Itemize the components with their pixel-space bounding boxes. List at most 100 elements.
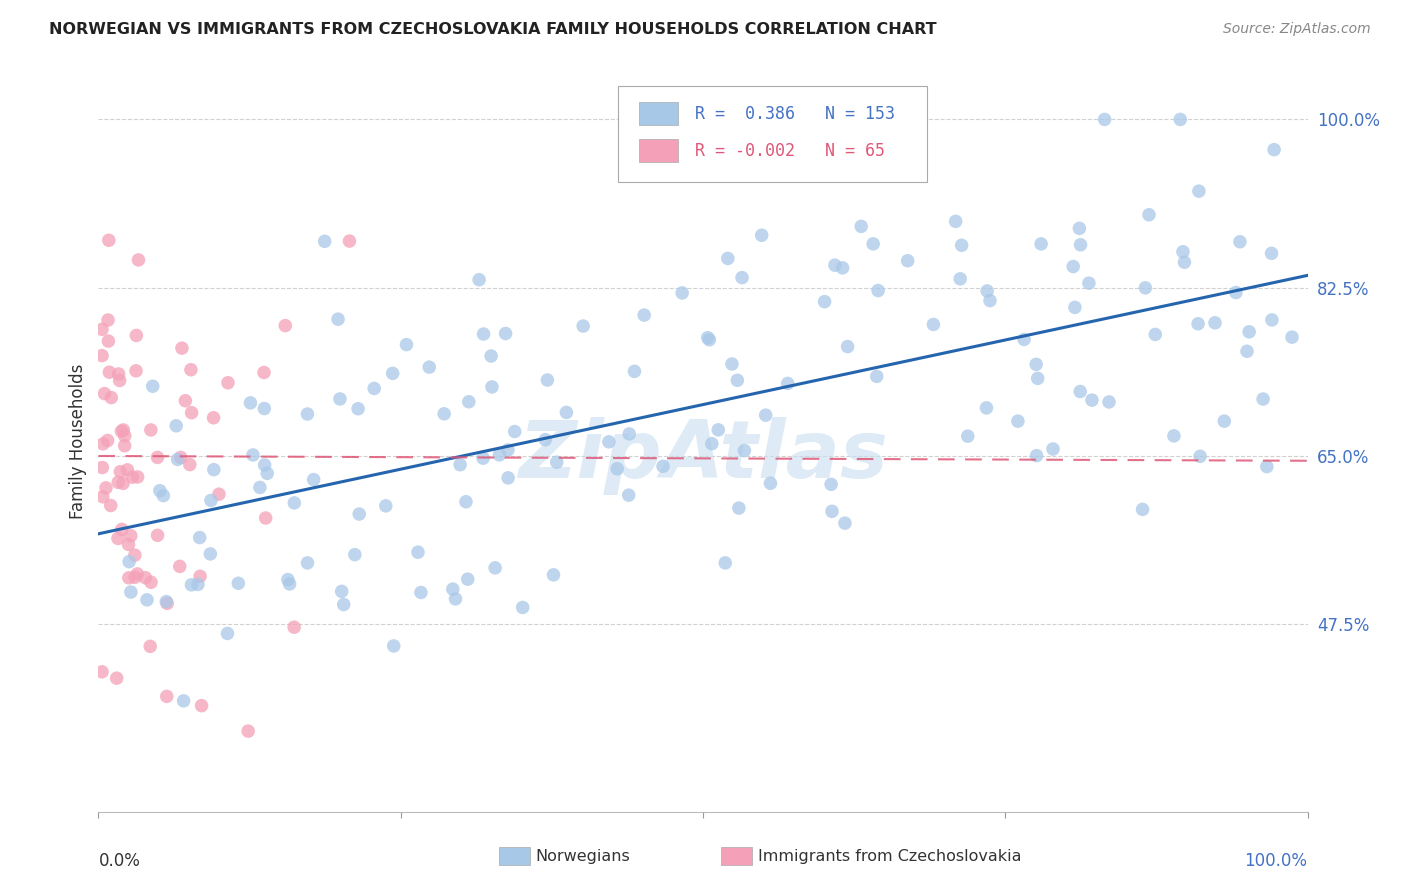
Point [155, 594, 177, 608]
Point [139, 640, 162, 654]
Point [945, 214, 967, 228]
Point [110, 465, 132, 479]
Point [180, 363, 202, 377]
Point [496, 442, 519, 457]
Point [118, 571, 141, 585]
Text: R =  0.386   N = 153: R = 0.386 N = 153 [695, 104, 894, 122]
Point [169, 559, 191, 574]
Point [242, 448, 264, 462]
Point [249, 480, 271, 494]
Point [696, 331, 718, 345]
Point [97, 313, 120, 327]
Text: Source: ZipAtlas.com: Source: ZipAtlas.com [1223, 22, 1371, 37]
Point [1213, 414, 1236, 428]
Point [124, 570, 146, 584]
Point [1163, 429, 1185, 443]
Point [170, 450, 193, 465]
FancyBboxPatch shape [619, 87, 927, 183]
Point [332, 598, 354, 612]
Point [277, 573, 299, 587]
Point [479, 349, 502, 363]
Point [217, 376, 239, 390]
Point [395, 337, 418, 351]
Point [728, 501, 751, 516]
Point [1029, 236, 1052, 251]
Point [496, 471, 519, 485]
Point [837, 340, 859, 354]
Point [572, 319, 595, 334]
Point [208, 487, 231, 501]
Point [1237, 325, 1260, 339]
Point [91, 437, 114, 451]
Point [834, 516, 856, 530]
Bar [638, 139, 678, 162]
Point [94, 481, 117, 495]
Point [1168, 112, 1191, 127]
Point [125, 364, 148, 378]
Point [759, 476, 782, 491]
Point [179, 458, 201, 472]
Point [112, 476, 135, 491]
Point [543, 567, 565, 582]
Point [468, 273, 491, 287]
Point [239, 396, 262, 410]
Point [700, 436, 723, 450]
Point [1263, 143, 1285, 157]
Point [200, 547, 222, 561]
Point [165, 418, 187, 433]
Point [922, 318, 945, 332]
Point [253, 366, 276, 380]
Point [91, 349, 114, 363]
Point [699, 333, 721, 347]
Point [120, 585, 142, 599]
Point [146, 528, 169, 542]
Point [117, 537, 139, 551]
Point [105, 671, 128, 685]
Point [1077, 276, 1099, 290]
Point [707, 423, 730, 437]
Point [302, 473, 325, 487]
Point [1187, 317, 1209, 331]
Text: NORWEGIAN VS IMMIGRANTS FROM CZECHOSLOVAKIA FAMILY HOUSEHOLDS CORRELATION CHART: NORWEGIAN VS IMMIGRANTS FROM CZECHOSLOVA… [49, 22, 936, 37]
Point [1025, 449, 1047, 463]
Point [100, 499, 122, 513]
Point [97, 233, 120, 247]
Point [454, 495, 477, 509]
Point [190, 698, 212, 713]
Point [149, 483, 172, 498]
Point [725, 373, 748, 387]
Point [512, 600, 534, 615]
Point [813, 294, 835, 309]
Point [721, 357, 744, 371]
Point [449, 458, 471, 472]
Point [949, 272, 972, 286]
Point [1144, 327, 1167, 342]
Point [127, 470, 149, 484]
Point [1236, 344, 1258, 359]
Point [555, 405, 578, 419]
Point [484, 561, 506, 575]
Point [457, 394, 479, 409]
Point [979, 293, 1001, 308]
Point [633, 308, 655, 322]
Point [1012, 333, 1035, 347]
Point [97, 434, 120, 448]
Point [1135, 281, 1157, 295]
Point [976, 401, 998, 415]
Point [824, 258, 846, 272]
Point [495, 326, 517, 341]
Point [1094, 112, 1116, 127]
Point [976, 284, 998, 298]
Point [1007, 414, 1029, 428]
Point [472, 326, 495, 341]
Point [343, 548, 366, 562]
Point [107, 367, 129, 381]
Point [1173, 255, 1195, 269]
Point [536, 373, 558, 387]
Point [111, 522, 134, 536]
Point [146, 450, 169, 465]
Point [125, 328, 148, 343]
Point [187, 577, 209, 591]
Point [174, 393, 197, 408]
Point [202, 463, 225, 477]
